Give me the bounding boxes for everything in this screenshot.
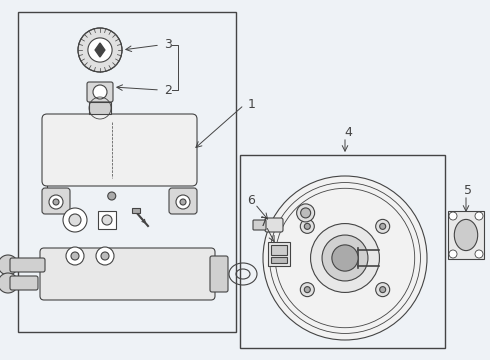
Circle shape [304, 287, 310, 293]
Circle shape [449, 212, 457, 220]
Circle shape [66, 247, 84, 265]
Circle shape [475, 250, 483, 258]
FancyBboxPatch shape [265, 218, 283, 232]
Bar [18, 12, 236, 332]
Circle shape [475, 212, 483, 220]
Bar [271, 245, 287, 255]
Circle shape [88, 38, 112, 62]
Circle shape [101, 252, 109, 260]
Circle shape [53, 199, 59, 205]
Bar [89, 102, 111, 114]
FancyBboxPatch shape [87, 82, 113, 102]
Circle shape [300, 219, 314, 233]
Circle shape [96, 247, 114, 265]
Text: 3: 3 [164, 39, 172, 51]
Circle shape [69, 214, 81, 226]
Circle shape [322, 235, 368, 281]
Circle shape [180, 199, 186, 205]
Text: 6: 6 [247, 194, 255, 207]
Text: 1: 1 [248, 99, 256, 112]
Circle shape [376, 219, 390, 233]
FancyBboxPatch shape [210, 256, 228, 292]
FancyBboxPatch shape [10, 276, 38, 290]
Circle shape [380, 223, 386, 229]
Circle shape [332, 245, 358, 271]
Ellipse shape [454, 219, 478, 251]
Circle shape [176, 195, 190, 209]
Text: 5: 5 [464, 184, 472, 198]
Circle shape [380, 287, 386, 293]
Circle shape [49, 195, 63, 209]
FancyBboxPatch shape [169, 188, 197, 214]
Polygon shape [95, 43, 105, 57]
Circle shape [263, 176, 427, 340]
Bar [268, 242, 290, 266]
Circle shape [296, 204, 315, 222]
Circle shape [300, 283, 314, 297]
Text: 2: 2 [164, 84, 172, 96]
Circle shape [63, 208, 87, 232]
Circle shape [71, 252, 79, 260]
Circle shape [102, 215, 112, 225]
Circle shape [0, 273, 18, 293]
FancyBboxPatch shape [42, 114, 197, 186]
Text: 7: 7 [260, 216, 268, 229]
Circle shape [108, 192, 116, 200]
FancyBboxPatch shape [253, 220, 266, 230]
FancyBboxPatch shape [10, 258, 45, 272]
Text: 4: 4 [344, 126, 352, 139]
Bar [240, 155, 445, 348]
Bar [132, 208, 140, 213]
Circle shape [304, 223, 310, 229]
Bar [271, 257, 287, 263]
Bar [98, 211, 116, 229]
FancyBboxPatch shape [40, 248, 215, 300]
Circle shape [376, 283, 390, 297]
Circle shape [78, 28, 122, 72]
FancyBboxPatch shape [42, 188, 70, 214]
Circle shape [311, 224, 379, 292]
Bar [448, 211, 484, 259]
Circle shape [449, 250, 457, 258]
Circle shape [301, 208, 311, 218]
Circle shape [0, 255, 18, 275]
Circle shape [93, 85, 107, 99]
